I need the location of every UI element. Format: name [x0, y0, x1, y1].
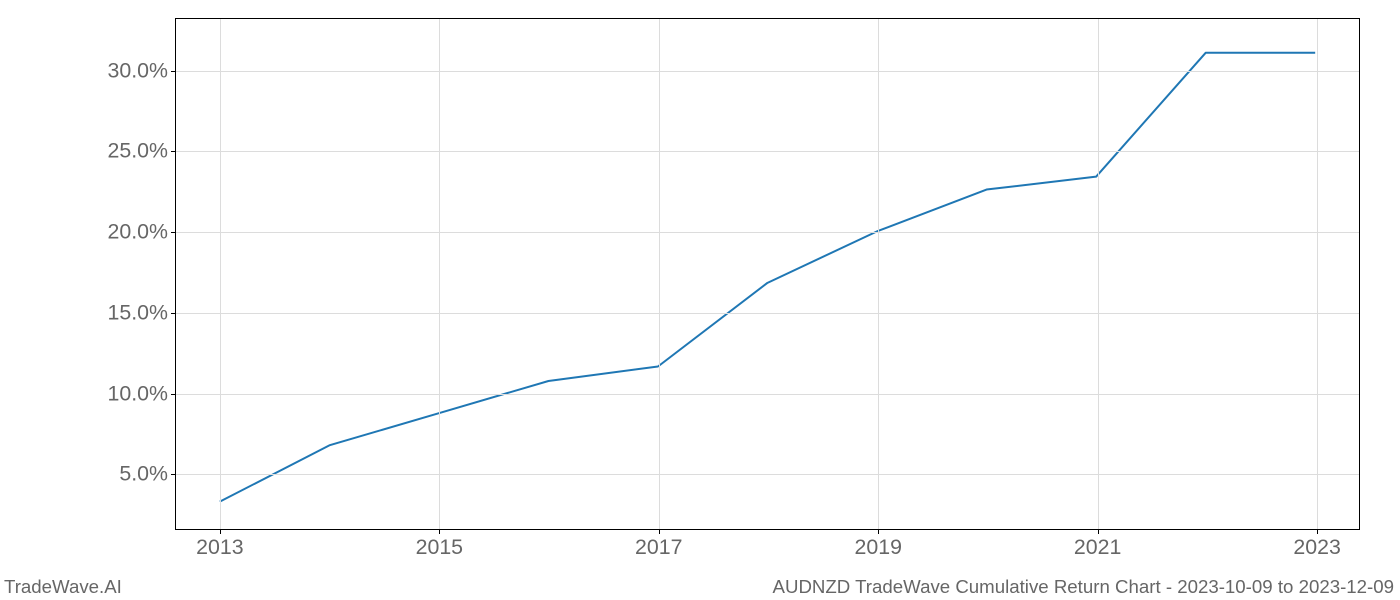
grid-line-vertical — [878, 19, 879, 529]
grid-line-vertical — [659, 19, 660, 529]
grid-line-horizontal — [176, 474, 1359, 475]
grid-line-horizontal — [176, 313, 1359, 314]
cumulative-return-chart: 2013 2015 2017 2019 2021 2023 5.0% 10.0% 15.0% 20… — [0, 0, 1400, 600]
x-tick-label: 2019 — [854, 529, 901, 560]
y-tick-label: 25.0% — [108, 139, 176, 164]
grid-line-horizontal — [176, 71, 1359, 72]
y-tick-label: 15.0% — [108, 300, 176, 325]
grid-line-horizontal — [176, 151, 1359, 152]
grid-line-horizontal — [176, 232, 1359, 233]
x-tick-label: 2013 — [196, 529, 243, 560]
y-tick-label: 10.0% — [108, 381, 176, 406]
line-series — [176, 19, 1359, 529]
grid-line-vertical — [1317, 19, 1318, 529]
footer-caption: AUDNZD TradeWave Cumulative Return Chart… — [773, 576, 1394, 598]
grid-line-horizontal — [176, 394, 1359, 395]
grid-line-vertical — [220, 19, 221, 529]
plot-area: 2013201520172019202120235.0%10.0%15.0%20… — [175, 18, 1360, 530]
x-tick-label: 2023 — [1293, 529, 1340, 560]
x-tick-label: 2017 — [635, 529, 682, 560]
grid-line-vertical — [439, 19, 440, 529]
y-tick-label: 30.0% — [108, 58, 176, 83]
y-tick-label: 20.0% — [108, 220, 176, 245]
x-tick-label: 2021 — [1074, 529, 1121, 560]
x-tick-label: 2015 — [416, 529, 463, 560]
y-tick-label: 5.0% — [119, 462, 176, 487]
grid-line-vertical — [1098, 19, 1099, 529]
footer-brand: TradeWave.AI — [4, 576, 122, 598]
